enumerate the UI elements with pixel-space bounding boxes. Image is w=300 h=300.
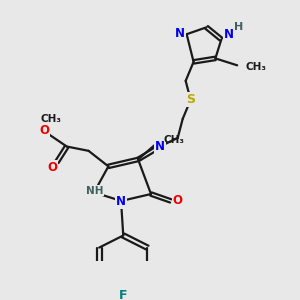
Text: N: N xyxy=(155,140,165,153)
Text: S: S xyxy=(186,93,195,106)
Text: H: H xyxy=(234,22,243,32)
Text: CH₃: CH₃ xyxy=(245,62,266,72)
Text: N: N xyxy=(224,28,234,41)
Text: N: N xyxy=(116,195,126,208)
Text: CH₃: CH₃ xyxy=(40,114,61,124)
Text: O: O xyxy=(173,194,183,207)
Text: O: O xyxy=(47,161,57,174)
Text: O: O xyxy=(39,124,49,136)
Text: N: N xyxy=(175,27,185,40)
Text: NH: NH xyxy=(86,186,103,196)
Text: F: F xyxy=(119,290,128,300)
Text: CH₃: CH₃ xyxy=(164,136,185,146)
